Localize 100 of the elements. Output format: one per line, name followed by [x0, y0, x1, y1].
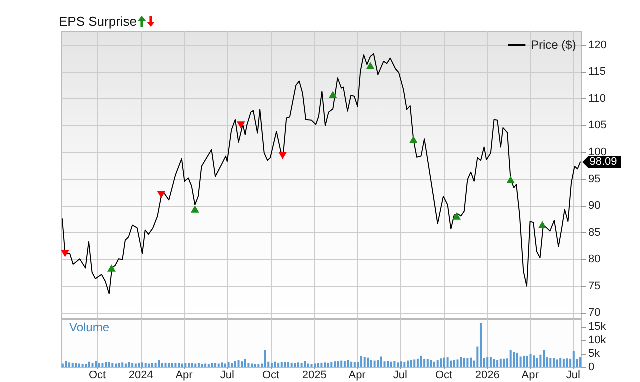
x-tick-label: Jul [220, 370, 234, 382]
point [190, 206, 200, 213]
bar [453, 360, 456, 367]
bar [201, 364, 204, 367]
bar [560, 358, 562, 367]
bar [380, 356, 382, 367]
bar [208, 364, 210, 367]
bar [496, 360, 499, 367]
bar [151, 363, 154, 367]
bar [108, 362, 110, 367]
bar [424, 359, 426, 367]
bar [566, 358, 568, 367]
bar [138, 362, 140, 367]
bar [221, 362, 224, 367]
bar [168, 363, 170, 367]
bar [513, 352, 516, 367]
bar [330, 362, 333, 367]
point [506, 176, 516, 184]
bar [95, 361, 98, 367]
bar [214, 363, 217, 367]
bar [344, 361, 346, 367]
bar [400, 362, 402, 367]
bar [198, 363, 200, 367]
bar [446, 358, 449, 367]
point [452, 212, 461, 220]
bar [450, 360, 452, 367]
y-tick-label: 110 [588, 92, 606, 105]
bar [416, 358, 419, 367]
bar [414, 360, 416, 367]
bar [480, 323, 482, 367]
bar [530, 354, 532, 367]
bar [552, 358, 555, 367]
point [366, 62, 375, 70]
x-tick-label: Oct [88, 370, 106, 382]
x-tick-label: Apr [522, 370, 540, 382]
bar [533, 356, 536, 367]
bar [158, 360, 160, 367]
bar [148, 364, 150, 367]
y-tick-label: 15k [588, 321, 607, 334]
y-tick-label: 5k [588, 348, 601, 360]
bar [397, 362, 400, 367]
bar [178, 363, 180, 367]
bar [122, 362, 124, 367]
bar [434, 362, 436, 367]
bar [280, 362, 283, 367]
bar [294, 363, 296, 367]
bar [387, 361, 390, 367]
bar [134, 364, 137, 367]
bar [278, 362, 280, 367]
bar [72, 362, 74, 367]
point [157, 191, 166, 198]
x-tick-label: 2024 [128, 370, 154, 382]
bar [174, 362, 177, 367]
bar [248, 363, 250, 367]
bar [466, 358, 469, 367]
bar [85, 364, 88, 367]
bar [526, 356, 528, 367]
bar [105, 362, 108, 367]
bar [238, 360, 240, 367]
bar [254, 364, 256, 367]
x-tick-label: Oct [262, 370, 280, 382]
y-tick-label: 0 [588, 362, 595, 374]
point [61, 250, 70, 258]
bar [258, 364, 260, 367]
bar [142, 362, 144, 367]
bar [181, 364, 184, 367]
bar [516, 352, 518, 367]
bar [334, 362, 336, 367]
bar [374, 360, 376, 367]
y-tick-label: 95 [588, 173, 601, 186]
bar [543, 350, 546, 367]
bar [340, 360, 343, 367]
bar [317, 363, 320, 367]
bar [310, 364, 313, 367]
bar [241, 362, 244, 367]
bar [460, 357, 462, 367]
bar [75, 363, 78, 367]
bar [78, 364, 80, 367]
bar [320, 362, 323, 367]
bar [500, 358, 502, 367]
bar [304, 361, 306, 367]
bar [490, 357, 492, 367]
y-tick-label: 75 [588, 280, 601, 292]
bar [288, 362, 290, 367]
x-tick-label: Apr [348, 370, 366, 382]
bar [300, 362, 303, 367]
bar [327, 362, 330, 367]
bar [194, 364, 197, 367]
bar [164, 362, 167, 367]
bar [390, 362, 392, 367]
point [328, 91, 338, 98]
bar [550, 358, 552, 367]
bar [102, 363, 104, 367]
bar [92, 362, 94, 367]
bar [410, 360, 412, 367]
bar [364, 357, 366, 367]
bar [274, 362, 276, 367]
y-tick-label: 80 [588, 254, 601, 266]
y-tick-label: 10k [588, 334, 607, 347]
x-tick-label: Oct [435, 370, 453, 382]
